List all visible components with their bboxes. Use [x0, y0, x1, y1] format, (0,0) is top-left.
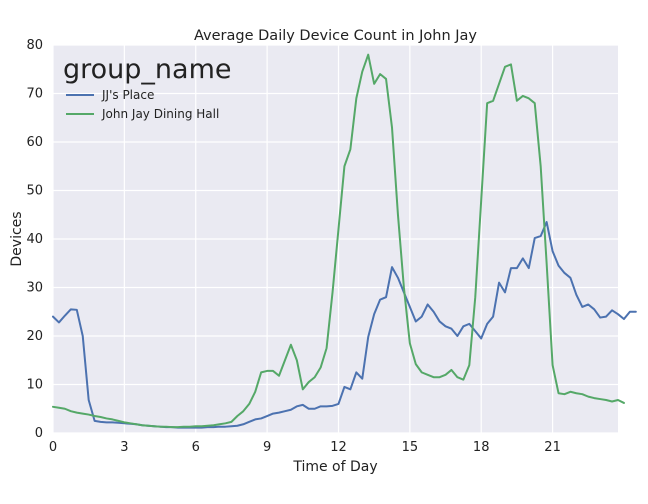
y-tick-label: 60 [26, 135, 43, 150]
y-tick-label: 0 [35, 426, 43, 441]
x-tick-label: 21 [544, 440, 561, 455]
y-tick-label: 80 [26, 38, 43, 53]
x-tick-label: 9 [263, 440, 271, 455]
x-axis-ticks: 0 3 6 9 12 15 18 21 [49, 440, 561, 455]
y-axis-label: Devices [9, 211, 25, 266]
y-tick-label: 30 [26, 281, 43, 296]
legend-label: JJ's Place [101, 88, 154, 102]
x-tick-label: 18 [473, 440, 490, 455]
legend-items: JJ's Place John Jay Dining Hall [66, 88, 219, 121]
grid [52, 44, 618, 434]
x-tick-label: 15 [402, 440, 419, 455]
x-axis-label: Time of Day [292, 459, 377, 475]
y-tick-label: 20 [26, 329, 43, 344]
x-tick-label: 0 [49, 440, 57, 455]
y-tick-label: 40 [26, 232, 43, 247]
y-axis-ticks: 0 10 20 30 40 50 60 70 80 [26, 38, 43, 441]
y-tick-label: 50 [26, 184, 43, 199]
y-tick-label: 70 [26, 87, 43, 102]
x-tick-label: 12 [330, 440, 347, 455]
x-tick-label: 3 [120, 440, 128, 455]
series-line-john-jay-dining-hall [52, 53, 625, 429]
chart-title: Average Daily Device Count in John Jay [194, 28, 477, 44]
series-layer [52, 53, 637, 429]
y-tick-label: 10 [26, 378, 43, 393]
legend: group_name JJ's Place John Jay Dining Hal… [63, 54, 232, 121]
x-tick-label: 6 [192, 440, 200, 455]
legend-label: John Jay Dining Hall [101, 107, 219, 121]
legend-title: group_name [63, 54, 232, 85]
